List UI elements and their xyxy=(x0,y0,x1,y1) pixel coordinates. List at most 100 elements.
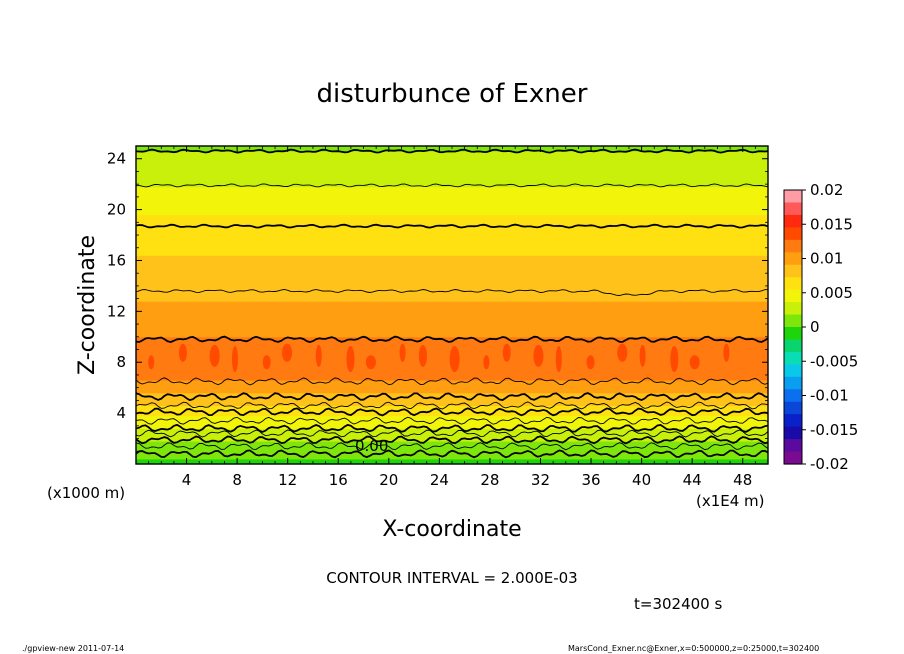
color-band xyxy=(136,252,768,256)
color-band xyxy=(136,165,768,170)
colorbar-swatch xyxy=(784,302,802,316)
color-band xyxy=(136,318,768,323)
maximum-spot xyxy=(533,344,544,367)
maximum-spot xyxy=(483,355,490,370)
color-band xyxy=(136,186,768,190)
maximum-spot xyxy=(262,355,271,370)
contour-line xyxy=(136,223,768,229)
y-unit-label: (x1000 m) xyxy=(47,484,125,502)
colorbar-swatch xyxy=(784,190,802,204)
colorbar-swatch xyxy=(784,252,802,266)
color-band xyxy=(136,371,768,376)
maximum-spot xyxy=(399,343,406,362)
contour-line xyxy=(136,416,768,425)
color-band xyxy=(136,206,768,211)
colorbar-swatch xyxy=(784,289,802,303)
color-band xyxy=(136,163,768,167)
colorbar-swatch xyxy=(784,339,802,353)
color-band xyxy=(136,282,768,287)
color-band xyxy=(136,453,768,457)
color-band xyxy=(136,178,768,183)
maximum-spot xyxy=(178,343,187,362)
y-tick-label: 24 xyxy=(107,150,126,168)
color-band xyxy=(136,209,768,213)
contour-line xyxy=(136,377,768,386)
color-band xyxy=(136,226,768,231)
colorbar-label: -0.015 xyxy=(810,421,858,439)
color-band xyxy=(136,341,768,345)
color-band xyxy=(136,290,768,295)
colorbar-label: -0.005 xyxy=(810,352,858,370)
x-tick-label: 24 xyxy=(430,471,449,489)
colorbar-swatch xyxy=(784,376,802,390)
color-band xyxy=(136,196,768,200)
maximum-spot xyxy=(555,346,562,373)
color-band xyxy=(136,265,768,269)
x-axis-label: X-coordinate xyxy=(382,517,521,542)
color-band xyxy=(136,239,768,244)
contour-line xyxy=(136,289,768,296)
contour-lines xyxy=(136,148,768,459)
maximum-spot xyxy=(689,355,700,370)
x-tick-label: 48 xyxy=(733,471,752,489)
color-band xyxy=(136,404,768,409)
colorbar-swatch xyxy=(784,426,802,440)
color-band xyxy=(136,221,768,226)
color-band xyxy=(136,415,768,419)
color-band xyxy=(136,219,768,223)
contour-line xyxy=(136,183,768,188)
color-band xyxy=(136,285,768,289)
y-tick-label: 12 xyxy=(107,302,126,320)
color-bands xyxy=(136,146,768,464)
color-band xyxy=(136,369,768,373)
colorbar: 0.02 0.015 0.01 0.005 0 -0.005 -0.01 -0.015 -0.0… xyxy=(784,181,858,473)
colorbar-swatch xyxy=(784,277,802,291)
maximum-spot xyxy=(209,344,220,367)
maximum-spot xyxy=(231,346,238,373)
x-tick-label: 32 xyxy=(531,471,550,489)
color-band xyxy=(136,394,768,399)
maximum-spot xyxy=(723,343,730,362)
x-tick-label: 12 xyxy=(278,471,297,489)
x-tick-label: 20 xyxy=(379,471,398,489)
colorbar-label: 0.01 xyxy=(810,250,843,268)
color-band xyxy=(136,287,768,292)
color-band xyxy=(136,201,768,206)
colorbar-swatch xyxy=(784,239,802,253)
color-band xyxy=(136,397,768,401)
colorbar-swatch xyxy=(784,401,802,415)
color-band xyxy=(136,387,768,391)
x-tick-label: 4 xyxy=(182,471,192,489)
color-band xyxy=(136,275,768,279)
color-band xyxy=(136,191,768,195)
color-band xyxy=(136,420,768,424)
x-tick-label: 28 xyxy=(480,471,499,489)
color-band xyxy=(136,155,768,160)
color-band xyxy=(136,170,768,175)
colorbar-swatch xyxy=(784,451,802,465)
maximum-spot xyxy=(315,344,322,367)
color-band xyxy=(136,326,768,330)
color-band xyxy=(136,310,768,315)
colorbar-swatch xyxy=(784,389,802,403)
contour-line xyxy=(136,407,768,417)
color-band xyxy=(136,300,768,305)
color-band xyxy=(136,432,768,437)
colorbar-label: -0.01 xyxy=(810,387,849,405)
maximum-spot xyxy=(586,355,595,370)
color-band xyxy=(136,427,768,432)
contour-line xyxy=(136,401,768,410)
colorbar-swatch xyxy=(784,351,802,365)
color-band xyxy=(136,384,768,389)
x-tick-label: 44 xyxy=(683,471,702,489)
color-band xyxy=(136,198,768,203)
color-band xyxy=(136,328,768,333)
color-band xyxy=(136,267,768,272)
chart-title: disturbunce of Exner xyxy=(317,79,588,109)
color-band xyxy=(136,216,768,221)
y-tick-label: 16 xyxy=(107,251,126,269)
contour-line xyxy=(136,442,768,451)
contour-interval-text: CONTOUR INTERVAL = 2.000E-03 xyxy=(326,569,577,587)
color-band xyxy=(136,153,768,157)
color-band xyxy=(136,257,768,261)
